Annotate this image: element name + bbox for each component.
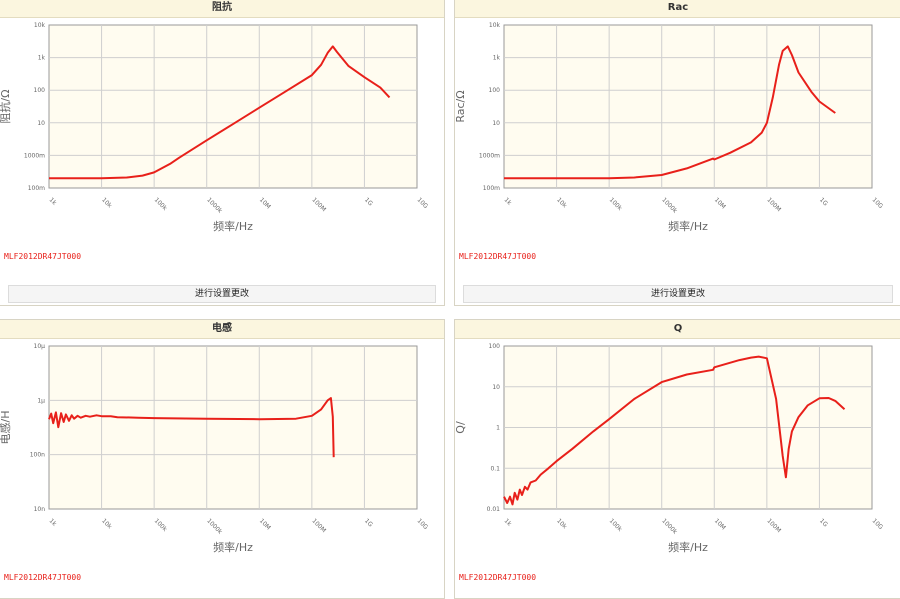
x-tick-label: 100k [153, 517, 169, 533]
y-tick-label: 1 [496, 425, 500, 432]
y-tick-label: 10 [492, 120, 500, 127]
x-tick-label: 1000k [205, 196, 224, 215]
x-tick-label: 1000k [660, 517, 679, 536]
y-tick-label: 10μ [34, 343, 46, 350]
x-tick-label: 10M [713, 517, 727, 531]
part-number: MLF2012DR47JT000 [4, 573, 82, 582]
part-number: MLF2012DR47JT000 [459, 252, 537, 261]
x-tick-label: 100M [765, 196, 782, 213]
x-tick-label: 1k [503, 196, 513, 206]
settings-button[interactable]: 进行设置更改 [8, 285, 436, 303]
x-tick-label: 10M [258, 517, 272, 531]
x-tick-label: 100M [765, 517, 782, 534]
y-axis-label: Q/ [455, 421, 467, 434]
inductance-panel: 电感 1k 10k 100k 1000k 10M 100M 1G 10G 10n 100n 1μ 10… [0, 319, 445, 599]
q-panel: Q 1k 10k 100k 1000k 10M 100M 1G 10G 0.01 0.1 1 10 10… [454, 319, 900, 599]
y-tick-label: 1000m [24, 152, 45, 159]
y-axis-label: 电感/H [0, 411, 12, 445]
x-tick-label: 100M [310, 517, 327, 534]
x-tick-label: 10G [416, 517, 430, 531]
inductance-chart: 1k 10k 100k 1000k 10M 100M 1G 10G 10n 100n 1μ 10μ 频率… [0, 343, 430, 554]
y-tick-label: 1k [38, 55, 46, 62]
y-tick-label: 10k [489, 22, 501, 29]
x-tick-label: 10M [258, 196, 272, 210]
plot-area [48, 24, 418, 189]
chart-title: 电感 [0, 320, 444, 339]
x-tick-label: 1k [48, 196, 58, 206]
plot-area [48, 345, 418, 510]
x-tick-label: 1G [818, 196, 829, 207]
y-tick-label: 0.1 [490, 465, 500, 472]
x-tick-label: 1000k [660, 196, 679, 215]
chart-title: 阻抗 [0, 0, 444, 18]
x-tick-label: 1k [503, 517, 513, 527]
x-tick-label: 10M [713, 196, 727, 210]
x-tick-label: 1G [363, 517, 374, 528]
x-tick-label: 10k [555, 517, 568, 530]
rac-chart: 1k 10k 100k 1000k 10M 100M 1G 10G 100m 1000m 10 100… [455, 22, 885, 233]
y-tick-label: 100 [489, 87, 501, 94]
y-tick-label: 10k [34, 22, 46, 29]
y-tick-label: 100m [28, 185, 45, 192]
x-axis-label: 频率/Hz [668, 219, 708, 233]
series-line [503, 355, 846, 506]
x-tick-label: 10G [871, 517, 885, 531]
y-tick-label: 10 [37, 120, 45, 127]
x-tick-label: 100k [153, 196, 169, 212]
y-tick-label: 1000m [479, 152, 500, 159]
y-axis-label: Rac/Ω [455, 90, 467, 122]
y-tick-label: 0.01 [487, 506, 501, 513]
y-tick-label: 100m [483, 185, 500, 192]
y-tick-label: 10 [492, 384, 500, 391]
settings-button[interactable]: 进行设置更改 [463, 285, 893, 303]
x-tick-label: 10k [100, 196, 113, 209]
series-line [48, 397, 335, 458]
x-axis-label: 频率/Hz [213, 540, 253, 554]
y-axis-label: 阻抗/Ω [0, 89, 12, 123]
y-tick-label: 100 [489, 343, 501, 350]
y-tick-label: 100n [30, 452, 45, 459]
y-tick-label: 1μ [37, 397, 45, 404]
part-number: MLF2012DR47JT000 [459, 573, 537, 582]
y-tick-label: 1k [493, 55, 501, 62]
x-tick-label: 100M [310, 196, 327, 213]
series-line [49, 45, 391, 180]
impedance-panel: 阻抗 1k 10k 100k 1000k 10M 100M 1G 10G 100m 1000m 10… [0, 0, 445, 306]
part-number: MLF2012DR47JT000 [4, 252, 82, 261]
series-line [504, 45, 836, 180]
chart-title: Q [455, 320, 900, 339]
x-tick-label: 10k [100, 517, 113, 530]
x-tick-label: 10G [871, 196, 885, 210]
q-chart: 1k 10k 100k 1000k 10M 100M 1G 10G 0.01 0.1 1 10 100 频… [455, 343, 885, 554]
y-tick-label: 10n [34, 506, 46, 513]
x-tick-label: 100k [608, 196, 624, 212]
y-tick-label: 100 [34, 87, 46, 94]
x-axis-label: 频率/Hz [213, 219, 253, 233]
x-tick-label: 10G [416, 196, 430, 210]
x-tick-label: 1G [818, 517, 829, 528]
plot-area [503, 24, 873, 189]
x-tick-label: 10k [555, 196, 568, 209]
x-tick-label: 1k [48, 517, 58, 527]
x-tick-label: 1000k [205, 517, 224, 536]
impedance-chart: 1k 10k 100k 1000k 10M 100M 1G 10G 100m 1000m 10 100… [0, 22, 430, 233]
rac-panel: Rac 1k 10k 100k 1000k 10M 100M 1G 10G 100m 1000m 1… [454, 0, 900, 306]
x-tick-label: 1G [363, 196, 374, 207]
x-tick-label: 100k [608, 517, 624, 533]
chart-title: Rac [455, 0, 900, 18]
x-axis-label: 频率/Hz [668, 540, 708, 554]
